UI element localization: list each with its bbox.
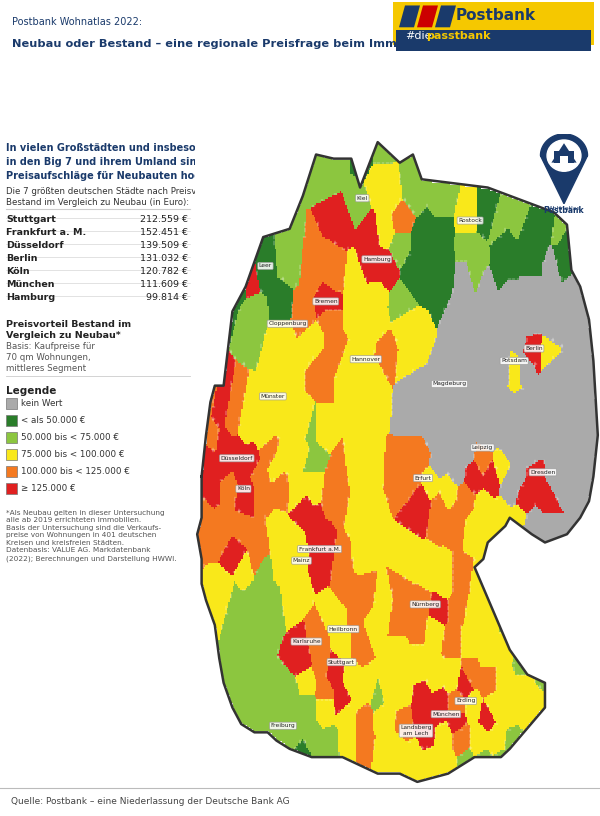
Polygon shape [541,134,587,204]
Text: Neubau oder Bestand – eine regionale Preisfrage beim Immobilienkauf: Neubau oder Bestand – eine regionale Pre… [12,39,469,49]
Bar [6,432,17,443]
Text: 139.509 €: 139.509 € [140,241,188,250]
Text: Frankfurt a.M.: Frankfurt a.M. [299,547,340,552]
Text: Mainz: Mainz [293,558,310,563]
Text: Magdeburg: Magdeburg [433,382,467,387]
Text: Freiburg: Freiburg [271,723,295,728]
Text: Köln: Köln [6,267,29,276]
Text: 212.559 €: 212.559 € [140,215,188,224]
Text: 152.451 €: 152.451 € [140,228,188,237]
Bar [560,157,568,163]
Text: Berlin: Berlin [525,346,543,351]
Text: Hamburg: Hamburg [363,257,391,262]
Polygon shape [435,6,456,27]
Text: 99.814 €: 99.814 € [146,293,188,302]
Text: Frankfurt a. M.: Frankfurt a. M. [6,228,86,237]
Text: Postbank: Postbank [544,206,584,215]
Text: Stuttgart: Stuttgart [6,215,56,224]
Bar [393,2,594,45]
Polygon shape [551,144,577,162]
Text: 75.000 bis < 100.000 €: 75.000 bis < 100.000 € [21,450,125,459]
Text: Leipzig: Leipzig [472,445,493,450]
Text: Münster: Münster [260,394,285,399]
Text: Erding: Erding [456,698,475,703]
Text: 131.032 €: 131.032 € [140,254,188,263]
Text: Köln: Köln [237,486,250,491]
Text: #die: #die [405,31,431,41]
Text: 120.782 €: 120.782 € [140,267,188,276]
Text: Legende: Legende [6,386,56,396]
Text: Rostock: Rostock [458,218,482,223]
Bar [554,151,574,163]
Text: Bremen: Bremen [314,299,338,304]
Text: Nürnberg: Nürnberg [411,602,439,607]
Circle shape [547,140,581,171]
Text: passtbank: passtbank [426,31,491,41]
Polygon shape [417,6,438,27]
Text: Stuttgart: Stuttgart [328,659,355,665]
Text: Karlsruhe: Karlsruhe [292,639,320,644]
Text: Erfurt: Erfurt [415,476,431,481]
Bar [6,483,17,494]
Text: Basis: Kaufpreise für
70 qm Wohnungen,
mittleres Segment: Basis: Kaufpreise für 70 qm Wohnungen, m… [6,342,95,373]
Text: < als 50.000 €: < als 50.000 € [21,416,85,425]
Text: Kiel: Kiel [356,196,368,201]
Text: Hannover: Hannover [351,357,380,361]
Text: Preisvorteil Bestand im
Vergleich zu Neubau*: Preisvorteil Bestand im Vergleich zu Neu… [6,320,131,340]
Bar [396,29,591,51]
Text: Potsdam: Potsdam [501,358,527,363]
Bar [6,466,17,477]
Bar [6,398,17,409]
Text: Dresden: Dresden [530,470,556,475]
Text: München: München [6,280,55,289]
Text: Düsseldorf: Düsseldorf [6,241,64,250]
Text: München: München [432,712,460,716]
Text: 50.000 bis < 75.000 €: 50.000 bis < 75.000 € [21,433,119,442]
Text: Berlin: Berlin [6,254,37,263]
Bar [6,449,17,460]
Text: Hamburg: Hamburg [6,293,55,302]
Text: Landsberg
am Lech: Landsberg am Lech [400,725,432,736]
Text: 100.000 bis < 125.000 €: 100.000 bis < 125.000 € [21,467,130,476]
Text: Quelle: Postbank – eine Niederlassung der Deutsche Bank AG: Quelle: Postbank – eine Niederlassung de… [11,796,289,805]
Text: kein Wert: kein Wert [21,399,62,408]
Text: *Als Neubau gelten in dieser Untersuchung
alle ab 2019 errichteten Immobilien.
B: *Als Neubau gelten in dieser Untersuchun… [6,510,176,561]
Text: Wohnatlas: Wohnatlas [548,206,580,211]
Text: ≥ 125.000 €: ≥ 125.000 € [21,484,76,493]
Polygon shape [399,6,420,27]
Text: Düsseldorf: Düsseldorf [221,456,253,461]
Text: Die 7 größten deutschen Städte nach Preisvorteil
Bestand im Vergleich zu Neubau : Die 7 größten deutschen Städte nach Prei… [6,187,218,207]
Bar [6,415,17,426]
Text: Wo Bestandsimmobilien die größten Preisvorteile bieten: Wo Bestandsimmobilien die größten Preisv… [11,100,481,114]
Text: Postbank Wohnatlas 2022:: Postbank Wohnatlas 2022: [12,17,142,27]
Text: Heilbronn: Heilbronn [329,627,358,632]
Text: 111.609 €: 111.609 € [140,280,188,289]
Text: Cloppenburg: Cloppenburg [268,322,307,326]
Text: Leer: Leer [259,264,272,268]
Text: Postbank: Postbank [456,8,536,23]
Text: In vielen Großstädten und insbesondere
in den Big 7 und ihrem Umland sind die
Pr: In vielen Großstädten und insbesondere i… [6,143,228,181]
